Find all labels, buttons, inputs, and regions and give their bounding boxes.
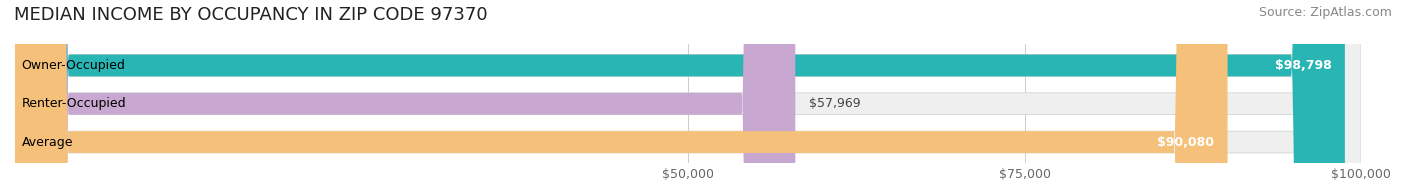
Text: Source: ZipAtlas.com: Source: ZipAtlas.com [1258,6,1392,19]
FancyBboxPatch shape [15,0,1361,196]
FancyBboxPatch shape [15,0,1346,196]
Text: $98,798: $98,798 [1275,59,1331,72]
Text: $57,969: $57,969 [808,97,860,110]
Text: $90,080: $90,080 [1157,136,1213,149]
FancyBboxPatch shape [15,0,1227,196]
Text: Average: Average [21,136,73,149]
Text: MEDIAN INCOME BY OCCUPANCY IN ZIP CODE 97370: MEDIAN INCOME BY OCCUPANCY IN ZIP CODE 9… [14,6,488,24]
FancyBboxPatch shape [15,0,796,196]
FancyBboxPatch shape [15,0,1361,196]
Text: Owner-Occupied: Owner-Occupied [21,59,125,72]
Text: Renter-Occupied: Renter-Occupied [21,97,127,110]
FancyBboxPatch shape [15,0,1361,196]
